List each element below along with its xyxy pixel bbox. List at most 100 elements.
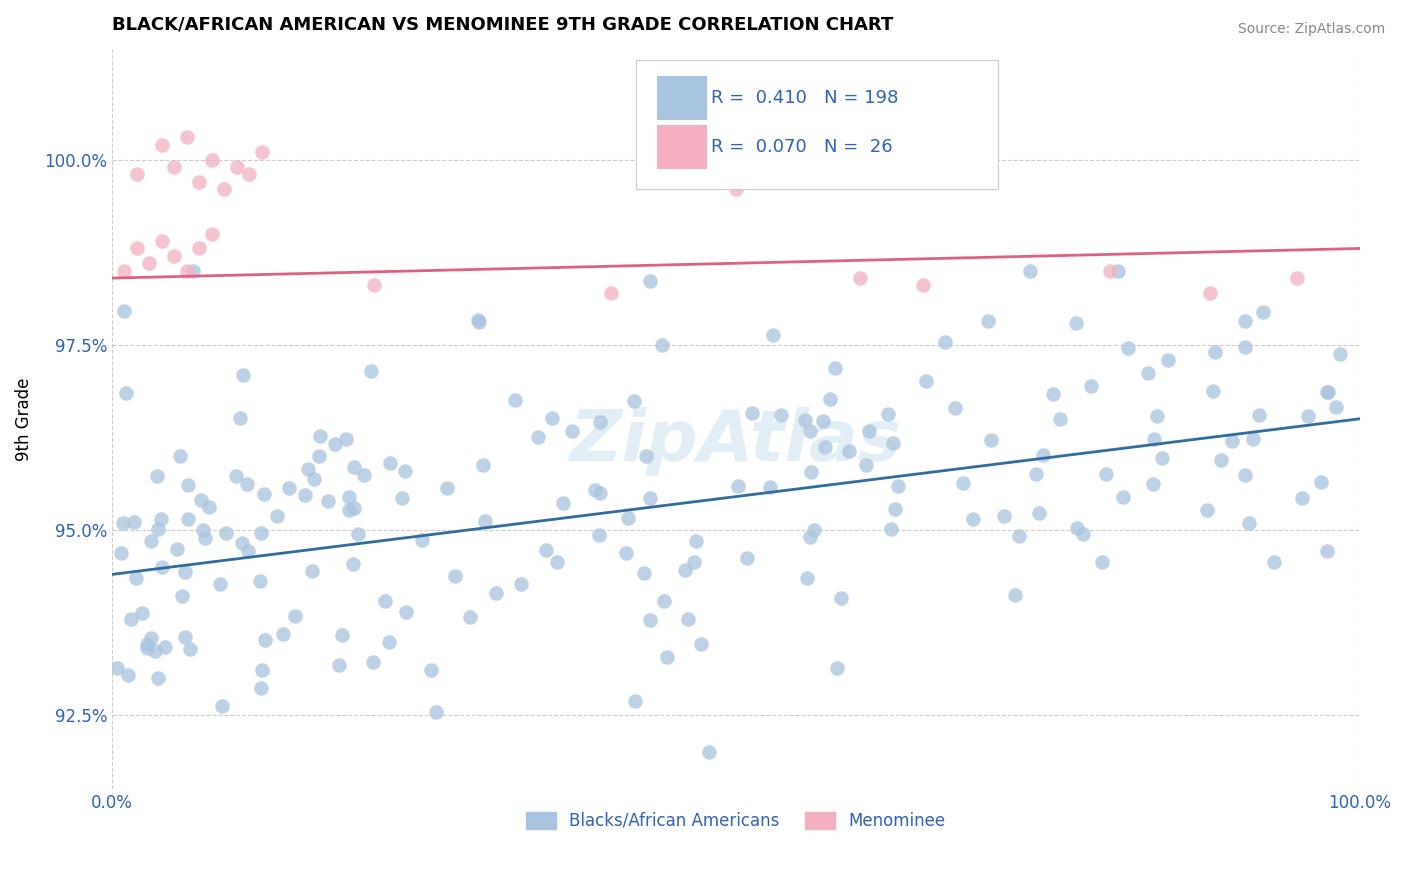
Point: [163, 160, 186, 174]
Point: [190, 493, 212, 508]
Point: [911, 278, 934, 293]
Point: [803, 523, 825, 537]
Point: [1098, 263, 1121, 277]
Point: [211, 698, 233, 713]
Point: [682, 555, 704, 569]
Point: [173, 566, 195, 580]
Point: [735, 551, 758, 566]
Point: [474, 514, 496, 528]
Point: [1316, 385, 1339, 400]
Point: [600, 285, 623, 300]
Point: [640, 274, 662, 288]
Point: [536, 542, 558, 557]
Point: [277, 481, 299, 495]
Text: R =  0.070   N =  26: R = 0.070 N = 26: [711, 138, 893, 156]
Point: [561, 424, 583, 438]
Point: [485, 586, 508, 600]
Text: BLACK/AFRICAN AMERICAN VS MENOMINEE 9TH GRADE CORRELATION CHART: BLACK/AFRICAN AMERICAN VS MENOMINEE 9TH …: [112, 15, 893, 33]
Point: [194, 531, 217, 545]
Point: [284, 609, 307, 624]
Point: [316, 493, 339, 508]
Point: [886, 479, 908, 493]
Point: [914, 375, 936, 389]
Point: [1018, 263, 1040, 277]
Point: [699, 745, 721, 759]
Point: [143, 644, 166, 658]
Point: [623, 694, 645, 708]
Point: [962, 512, 984, 526]
Point: [1263, 555, 1285, 569]
Point: [546, 555, 568, 569]
Point: [337, 490, 360, 504]
Point: [198, 500, 221, 514]
Point: [811, 414, 834, 428]
Point: [328, 657, 350, 672]
Point: [177, 512, 200, 526]
Point: [1066, 520, 1088, 534]
Point: [212, 182, 235, 196]
Point: [215, 525, 238, 540]
Point: [583, 483, 606, 498]
Point: [818, 392, 841, 406]
Point: [838, 444, 860, 458]
Point: [1204, 345, 1226, 359]
Point: [980, 434, 1002, 448]
Point: [527, 429, 550, 443]
Point: [1146, 409, 1168, 423]
Point: [796, 571, 818, 585]
FancyBboxPatch shape: [657, 76, 707, 120]
Point: [179, 642, 201, 657]
Point: [769, 408, 792, 422]
Point: [120, 612, 142, 626]
Point: [1157, 353, 1180, 368]
Point: [614, 546, 637, 560]
Point: [253, 633, 276, 648]
Point: [1233, 313, 1256, 327]
Point: [115, 385, 138, 400]
Point: [177, 478, 200, 492]
Point: [249, 574, 271, 588]
Point: [673, 563, 696, 577]
Point: [201, 153, 224, 167]
Point: [176, 130, 198, 145]
Point: [330, 628, 353, 642]
Point: [343, 460, 366, 475]
Point: [380, 457, 402, 471]
Point: [1329, 347, 1351, 361]
Point: [411, 533, 433, 547]
Point: [208, 577, 231, 591]
FancyBboxPatch shape: [636, 60, 998, 189]
Point: [105, 660, 128, 674]
Point: [1197, 503, 1219, 517]
Point: [1310, 475, 1333, 489]
Point: [394, 464, 416, 478]
Point: [1049, 412, 1071, 426]
Point: [617, 511, 640, 525]
Point: [636, 449, 658, 463]
Point: [976, 314, 998, 328]
Point: [952, 475, 974, 490]
Point: [112, 304, 135, 318]
Point: [250, 681, 273, 695]
Point: [294, 488, 316, 502]
Point: [855, 458, 877, 472]
Point: [125, 571, 148, 585]
Point: [301, 564, 323, 578]
Point: [353, 468, 375, 483]
Point: [1296, 409, 1319, 423]
Point: [166, 542, 188, 557]
Point: [1142, 476, 1164, 491]
Point: [1136, 367, 1159, 381]
Point: [238, 544, 260, 558]
Point: [553, 496, 575, 510]
Point: [170, 589, 193, 603]
Point: [830, 591, 852, 606]
Point: [374, 594, 396, 608]
Point: [181, 263, 204, 277]
Point: [308, 428, 330, 442]
Point: [153, 640, 176, 654]
Text: Source: ZipAtlas.com: Source: ZipAtlas.com: [1237, 22, 1385, 37]
Point: [1198, 285, 1220, 300]
Point: [458, 610, 481, 624]
Point: [1237, 516, 1260, 530]
